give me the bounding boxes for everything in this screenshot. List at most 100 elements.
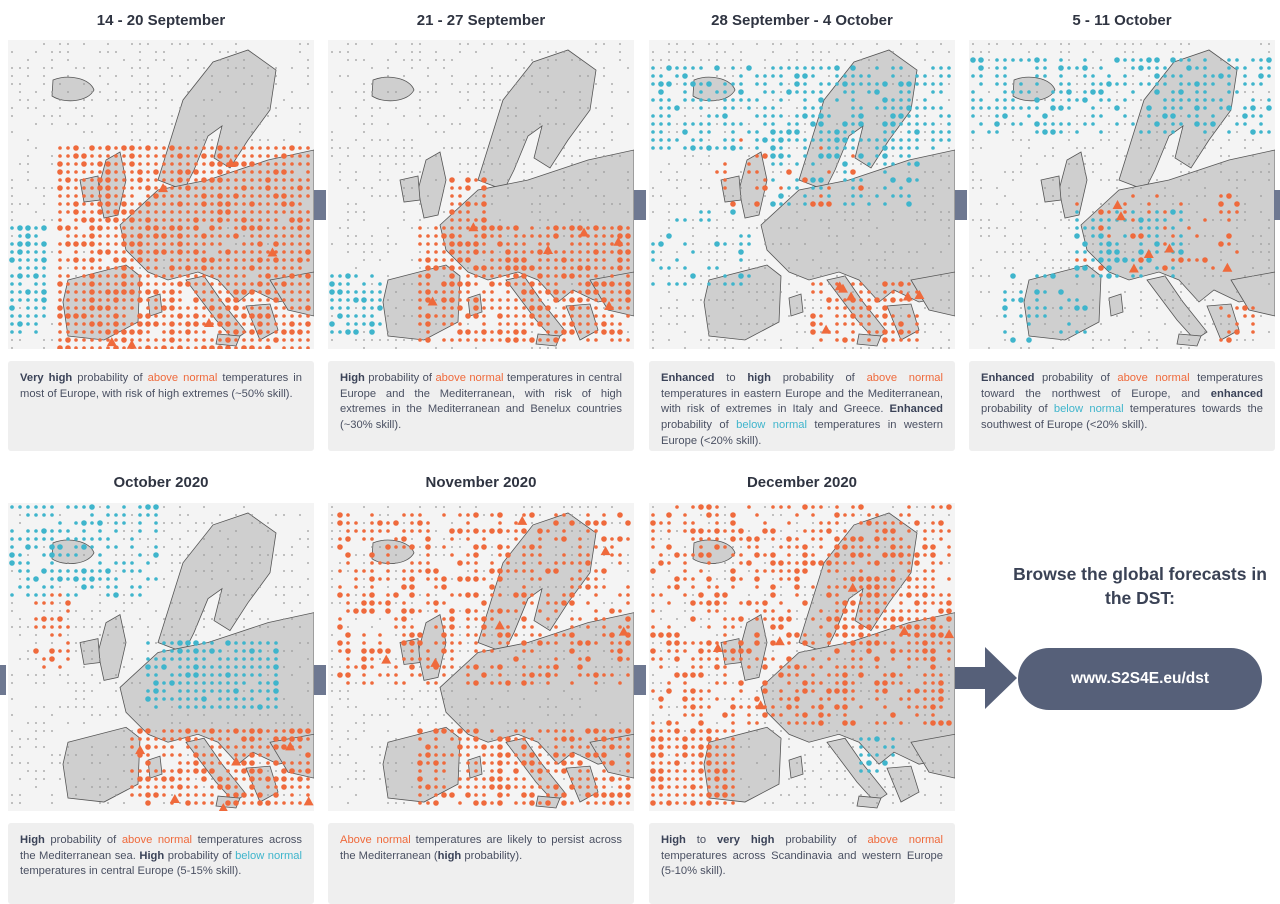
grid-dot: [43, 706, 45, 708]
warm-dot: [306, 282, 310, 286]
warm-dot: [426, 521, 430, 525]
grid-dot: [211, 618, 213, 620]
warm-dot: [522, 545, 526, 549]
grid-dot: [419, 115, 421, 117]
grid-dot: [660, 171, 662, 173]
grid-dot: [916, 267, 918, 269]
grid-dot: [563, 51, 565, 53]
cool-dot: [50, 529, 54, 533]
land-shape: [62, 726, 141, 803]
cool-dot: [1139, 226, 1143, 230]
warm-dot: [626, 226, 630, 230]
grid-dot: [395, 570, 397, 572]
grid-dot: [107, 83, 109, 85]
warm-dot: [241, 225, 247, 231]
warm-dot: [242, 266, 246, 270]
grid-dot: [547, 195, 549, 197]
grid-dot: [419, 99, 421, 101]
grid-dot: [147, 546, 149, 548]
cool-dot: [907, 194, 911, 198]
grid-dot: [147, 107, 149, 109]
cool-dot: [81, 544, 87, 550]
grid-dot: [595, 107, 597, 109]
grid-dot: [579, 131, 581, 133]
cool-dot: [858, 113, 864, 119]
grid-dot: [756, 283, 758, 285]
grid-dot: [171, 714, 173, 716]
warm-dot: [449, 265, 455, 271]
warm-dot: [129, 161, 135, 167]
warm-dot: [273, 241, 279, 247]
warm-dot: [154, 745, 158, 749]
warm-dot: [266, 322, 270, 326]
grid-dot: [115, 674, 117, 676]
grid-dot: [1196, 147, 1198, 149]
cool-dot: [675, 74, 679, 78]
grid-dot: [163, 259, 165, 261]
grid-dot: [716, 43, 718, 45]
warm-dot: [1171, 234, 1175, 238]
grid-dot: [219, 514, 221, 516]
warm-dot: [835, 314, 839, 318]
warm-dot: [458, 593, 462, 597]
grid-dot: [155, 562, 157, 564]
grid-dot: [1020, 283, 1022, 285]
cool-dot: [1211, 114, 1215, 118]
warm-dot: [218, 729, 222, 733]
warm-dot: [146, 258, 150, 262]
grid-dot: [1012, 267, 1014, 269]
warm-dot: [610, 322, 614, 326]
warm-dot: [618, 553, 622, 557]
grid-dot: [355, 594, 357, 596]
cool-dot: [859, 74, 863, 78]
warm-dot: [378, 601, 382, 605]
warm-dot: [226, 170, 230, 174]
grid-dot: [563, 187, 565, 189]
grid-dot: [740, 179, 742, 181]
grid-dot: [507, 155, 509, 157]
cool-dot: [34, 505, 38, 509]
warm-dot: [410, 521, 414, 525]
warm-dot: [466, 274, 470, 278]
grid-dot: [11, 211, 13, 213]
grid-dot: [115, 610, 117, 612]
cool-dot: [274, 705, 278, 709]
warm-dot: [306, 162, 310, 166]
warm-dot: [210, 234, 214, 238]
warm-dot: [282, 250, 286, 254]
grid-dot: [1148, 195, 1150, 197]
cool-dot: [130, 593, 134, 597]
grid-dot: [1140, 115, 1142, 117]
warm-dot: [819, 282, 823, 286]
cool-dot: [947, 138, 951, 142]
warm-dot: [265, 313, 271, 319]
warm-dot: [498, 322, 502, 326]
grid-dot: [163, 586, 165, 588]
warm-dot: [898, 329, 904, 335]
cool-dot: [811, 186, 815, 190]
warm-dot: [218, 737, 222, 741]
warm-dot: [578, 553, 582, 557]
cool-dot: [130, 537, 134, 541]
grid-dot: [812, 171, 814, 173]
warm-dot: [899, 338, 903, 342]
grid-dot: [788, 283, 790, 285]
warm-dot: [186, 258, 190, 262]
land-shape: [1230, 271, 1275, 317]
warm-dot: [274, 162, 278, 166]
cool-dot: [210, 705, 214, 709]
warm-dot: [337, 520, 343, 526]
cool-dot: [779, 98, 783, 102]
warm-dot: [586, 553, 590, 557]
warm-dot: [170, 737, 174, 741]
warm-dot: [250, 793, 254, 797]
warm-dot: [449, 249, 455, 255]
cool-dot: [1067, 298, 1071, 302]
grid-dot: [547, 51, 549, 53]
warm-dot: [762, 153, 768, 159]
grid-dot: [67, 674, 69, 676]
grid-dot: [299, 107, 301, 109]
warm-dot: [90, 162, 94, 166]
warm-dot: [130, 234, 134, 238]
cool-dot: [346, 298, 350, 302]
